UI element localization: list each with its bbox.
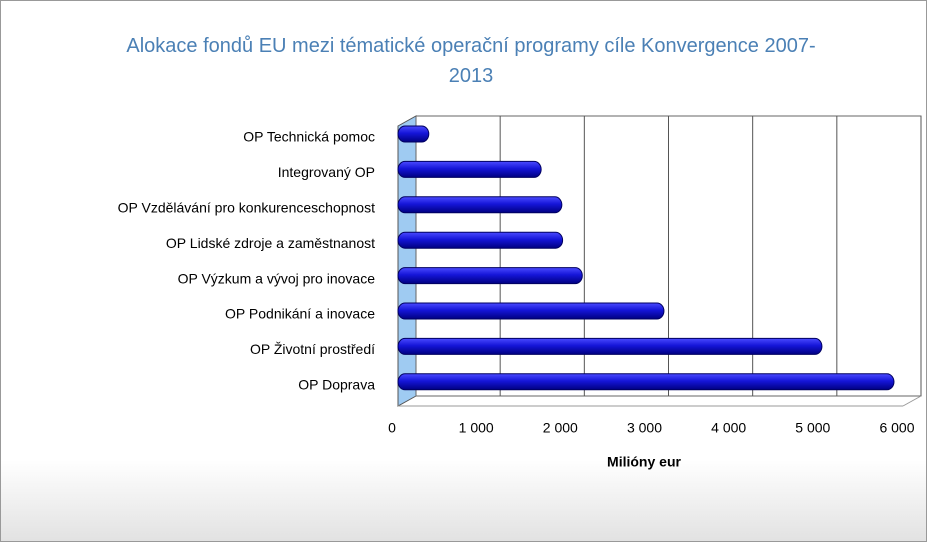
bar — [397, 160, 542, 178]
x-tick-label: 3 000 — [627, 420, 662, 436]
chart-title: Alokace fondů EU mezi tématické operační… — [126, 35, 816, 87]
x-tick-label: 1 000 — [459, 420, 494, 436]
y-tick-label: OP Vzdělávání pro konkurenceschopnost — [118, 200, 375, 216]
side-wall — [397, 115, 417, 407]
bar — [397, 125, 430, 143]
x-tick-label: 6 000 — [879, 420, 914, 436]
y-tick-label: OP Lidské zdroje a zaměstnanost — [166, 235, 375, 251]
bar — [397, 196, 563, 214]
bar — [397, 337, 823, 355]
floor-edge — [902, 395, 922, 407]
y-tick-label: OP Podnikání a inovace — [225, 306, 375, 322]
y-tick-label: OP Životní prostředí — [250, 341, 375, 357]
bar — [397, 373, 895, 391]
x-tick-label: 2 000 — [543, 420, 578, 436]
bar — [397, 267, 583, 285]
bar — [397, 231, 564, 249]
y-tick-label: Integrovaný OP — [278, 164, 375, 180]
x-tick-label: 0 — [388, 420, 396, 436]
y-tick-label: OP Výzkum a vývoj pro inovace — [178, 270, 376, 286]
bar — [397, 302, 665, 320]
x-tick-label: 5 000 — [795, 420, 830, 436]
y-tick-label: OP Doprava — [298, 377, 375, 393]
y-tick-label: OP Technická pomoc — [243, 129, 375, 145]
x-axis-label: Milióny eur — [607, 454, 681, 470]
x-tick-label: 4 000 — [711, 420, 746, 436]
